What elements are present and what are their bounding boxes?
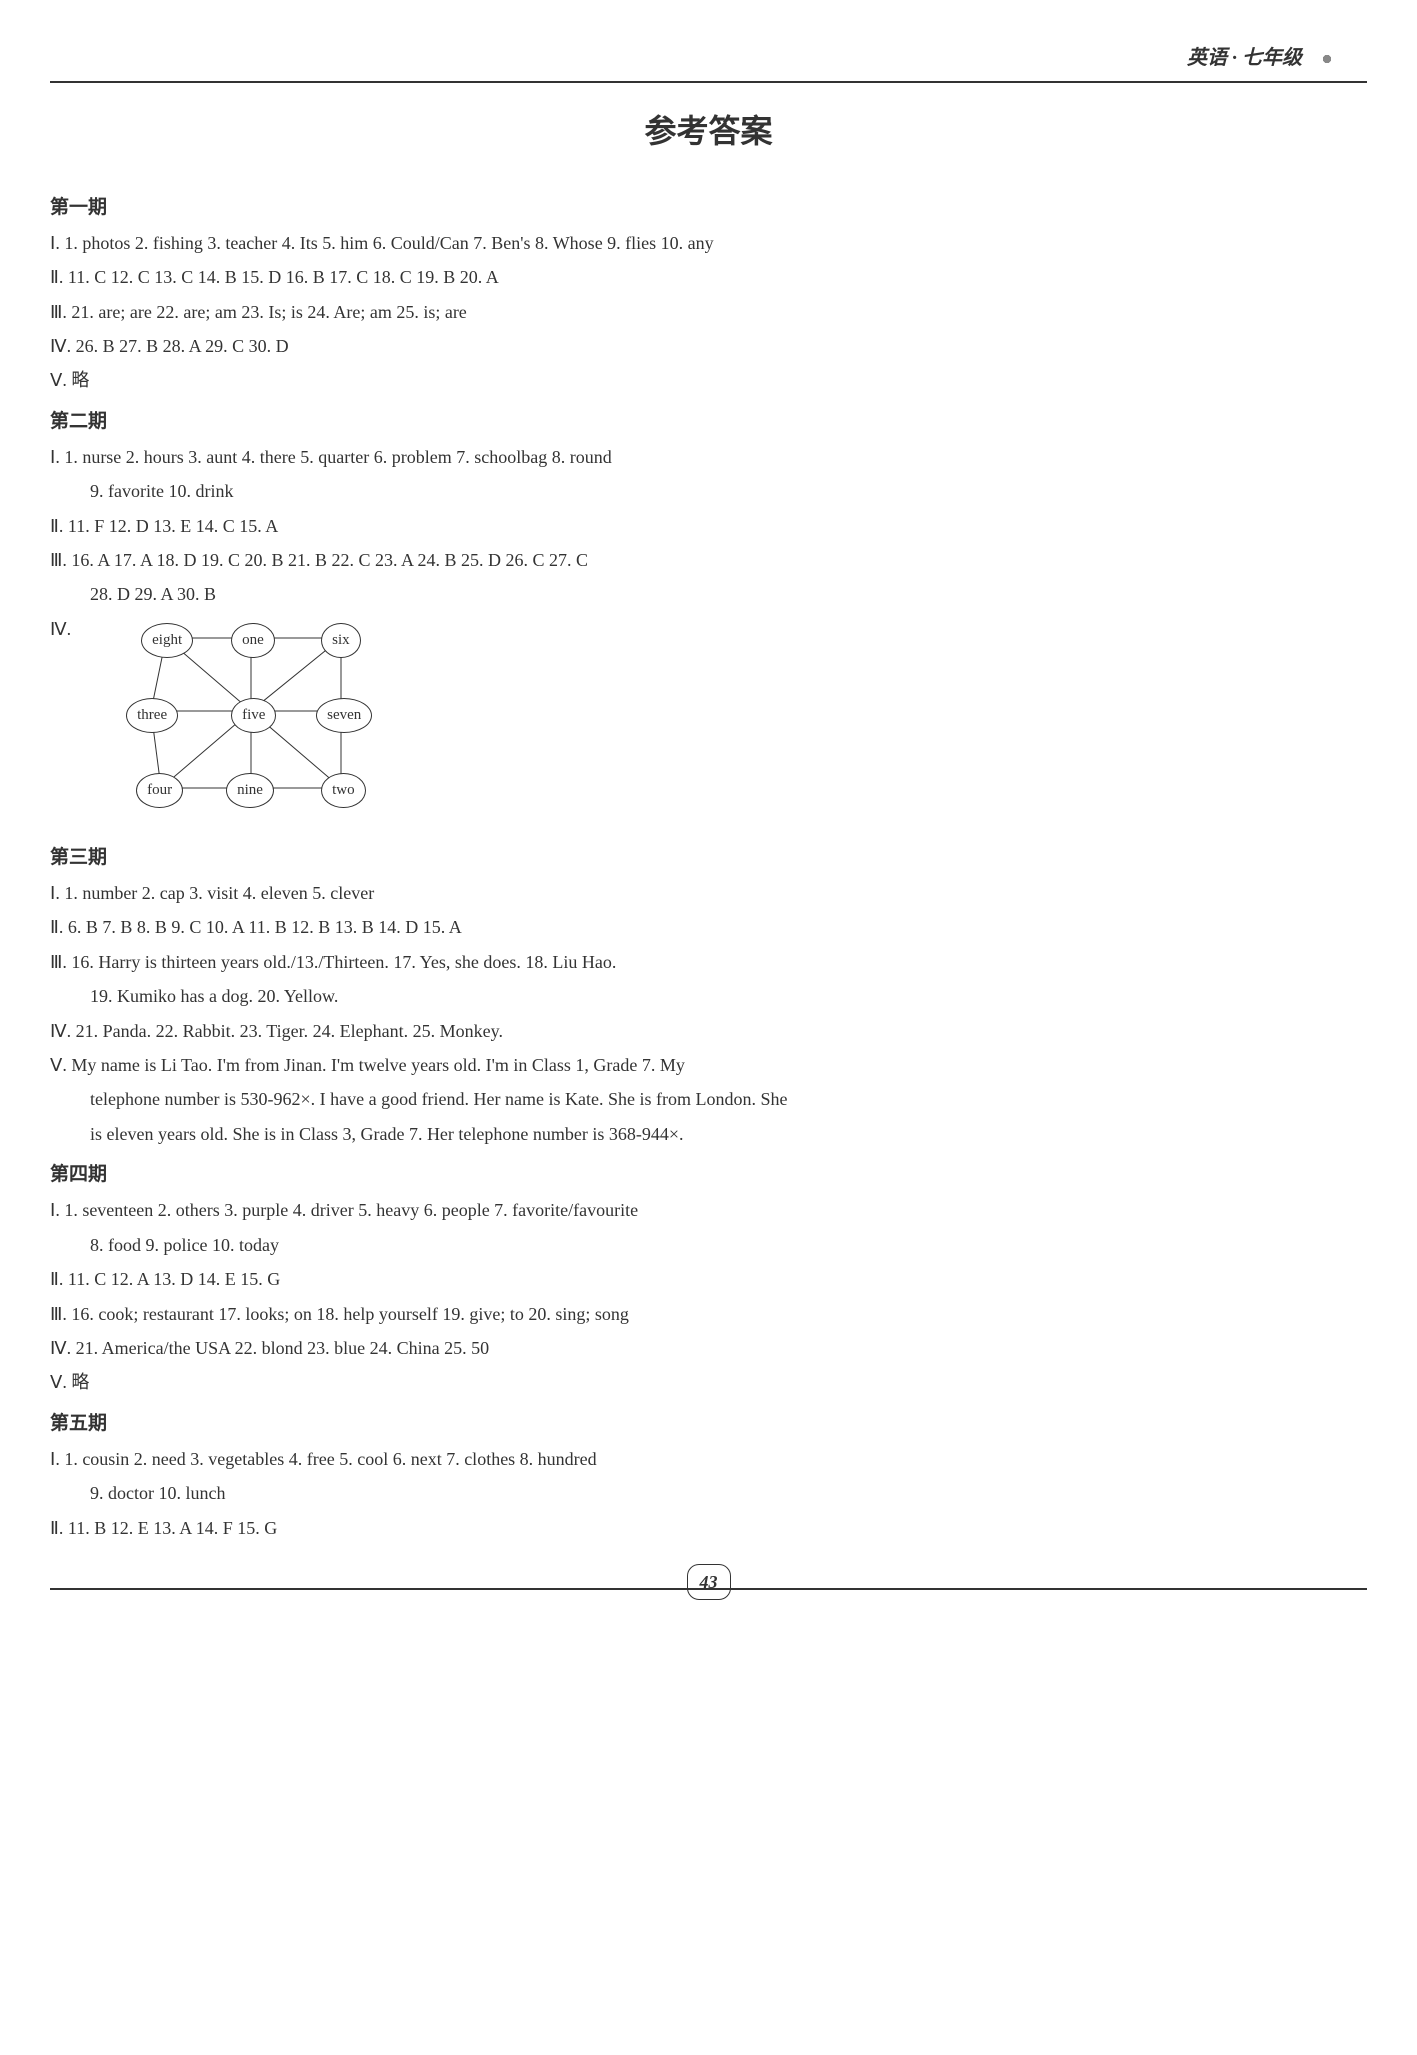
section-label: Ⅱ <box>50 1269 59 1289</box>
diagram-node: four <box>136 773 183 808</box>
answer-text: . 11. C 12. A 13. D 14. E 15. G <box>59 1269 280 1289</box>
answer-text: . My name is Li Tao. I'm from Jinan. I'm… <box>62 1055 685 1075</box>
answer-text: . 1. nurse 2. hours 3. aunt 4. there 5. … <box>55 447 611 467</box>
answer-line: Ⅰ. 1. photos 2. fishing 3. teacher 4. It… <box>50 227 1367 259</box>
answer-line: Ⅰ. 1. number 2. cap 3. visit 4. eleven 5… <box>50 877 1367 909</box>
page-header: 英语 · 七年级 <box>50 40 1367 83</box>
period-title: 第五期 <box>50 1407 1367 1441</box>
answer-text: . 16. A 17. A 18. D 19. C 20. B 21. B 22… <box>62 550 588 570</box>
period-title: 第三期 <box>50 841 1367 875</box>
answer-line: 8. food 9. police 10. today <box>50 1229 1367 1261</box>
answer-line: Ⅲ. 21. are; are 22. are; am 23. Is; is 2… <box>50 296 1367 328</box>
answer-text: 28. D 29. A 30. B <box>90 584 216 604</box>
section-label: Ⅱ <box>50 267 59 287</box>
answer-text: 8. food 9. police 10. today <box>90 1235 279 1255</box>
answer-text: . 11. B 12. E 13. A 14. F 15. G <box>59 1518 277 1538</box>
diagram-node: seven <box>316 698 372 733</box>
section-label: Ⅳ. <box>50 613 71 645</box>
diagram-node: nine <box>226 773 274 808</box>
answer-line: Ⅱ. 6. B 7. B 8. B 9. C 10. A 11. B 12. B… <box>50 911 1367 943</box>
page-footer: 43 <box>50 1564 1367 1590</box>
diagram-node: five <box>231 698 276 733</box>
answer-line: Ⅲ. 16. A 17. A 18. D 19. C 20. B 21. B 2… <box>50 544 1367 576</box>
answer-line: Ⅲ. 16. cook; restaurant 17. looks; on 18… <box>50 1298 1367 1330</box>
section-label: Ⅳ <box>50 1338 67 1358</box>
section-label: Ⅲ <box>50 302 62 322</box>
answer-line: Ⅰ. 1. nurse 2. hours 3. aunt 4. there 5.… <box>50 441 1367 473</box>
answer-line: Ⅱ. 11. C 12. C 13. C 14. B 15. D 16. B 1… <box>50 261 1367 293</box>
answer-text: . 1. number 2. cap 3. visit 4. eleven 5.… <box>55 883 374 903</box>
answer-line: Ⅱ. 11. B 12. E 13. A 14. F 15. G <box>50 1512 1367 1544</box>
answer-text: 9. doctor 10. lunch <box>90 1483 225 1503</box>
answer-text: . 1. seventeen 2. others 3. purple 4. dr… <box>55 1200 638 1220</box>
diagram-node: six <box>321 623 361 658</box>
section-label: Ⅱ <box>50 917 59 937</box>
answer-text: 19. Kumiko has a dog. 20. Yellow. <box>90 986 338 1006</box>
answer-line: 28. D 29. A 30. B <box>50 578 1367 610</box>
page-number: 43 <box>687 1564 731 1600</box>
answer-text: . 略 <box>62 370 89 390</box>
answer-line: Ⅱ. 11. C 12. A 13. D 14. E 15. G <box>50 1263 1367 1295</box>
header-icon <box>1317 49 1337 69</box>
answer-line: is eleven years old. She is in Class 3, … <box>50 1118 1367 1150</box>
answer-line: telephone number is 530-962×. I have a g… <box>50 1083 1367 1115</box>
period-title: 第四期 <box>50 1158 1367 1192</box>
answer-text: telephone number is 530-962×. I have a g… <box>90 1089 787 1109</box>
period-title: 第一期 <box>50 191 1367 225</box>
answer-text: . 16. cook; restaurant 17. looks; on 18.… <box>62 1304 628 1324</box>
main-title: 参考答案 <box>50 103 1367 161</box>
answer-text: . 11. C 12. C 13. C 14. B 15. D 16. B 17… <box>59 267 499 287</box>
diagram-node: one <box>231 623 275 658</box>
answer-text: . 16. Harry is thirteen years old./13./T… <box>62 952 616 972</box>
answer-line: Ⅴ. 略 <box>50 364 1367 396</box>
answer-text: . 11. F 12. D 13. E 14. C 15. A <box>59 516 278 536</box>
answer-line: Ⅲ. 16. Harry is thirteen years old./13./… <box>50 946 1367 978</box>
answer-text: . 略 <box>62 1372 89 1392</box>
answer-text: is eleven years old. She is in Class 3, … <box>90 1124 684 1144</box>
number-diagram: eight one six three five seven four nine two <box>121 623 401 823</box>
answer-line: 9. doctor 10. lunch <box>50 1477 1367 1509</box>
diagram-node: two <box>321 773 366 808</box>
section-label: Ⅴ <box>50 370 62 390</box>
answer-line: 19. Kumiko has a dog. 20. Yellow. <box>50 980 1367 1012</box>
answer-text: . 1. cousin 2. need 3. vegetables 4. fre… <box>55 1449 596 1469</box>
section-label: Ⅳ <box>50 1021 67 1041</box>
section-label: Ⅴ <box>50 1055 62 1075</box>
subject-title: 英语 · 七年级 <box>1187 47 1302 69</box>
period-title: 第二期 <box>50 405 1367 439</box>
section-label: Ⅲ <box>50 550 62 570</box>
answer-text: 9. favorite 10. drink <box>90 481 233 501</box>
answer-line: Ⅰ. 1. seventeen 2. others 3. purple 4. d… <box>50 1194 1367 1226</box>
section-label: Ⅴ <box>50 1372 62 1392</box>
answer-text: . 21. are; are 22. are; am 23. Is; is 24… <box>62 302 466 322</box>
diagram-node: eight <box>141 623 193 658</box>
answer-line: Ⅳ. 21. Panda. 22. Rabbit. 23. Tiger. 24.… <box>50 1015 1367 1047</box>
answer-line: Ⅴ. 略 <box>50 1366 1367 1398</box>
answer-content: 第一期Ⅰ. 1. photos 2. fishing 3. teacher 4.… <box>50 191 1367 1544</box>
section-label: Ⅱ <box>50 1518 59 1538</box>
section-label: Ⅳ <box>50 336 67 356</box>
section-label: Ⅲ <box>50 952 62 972</box>
answer-line: Ⅱ. 11. F 12. D 13. E 14. C 15. A <box>50 510 1367 542</box>
answer-text: . 21. Panda. 22. Rabbit. 23. Tiger. 24. … <box>67 1021 503 1041</box>
answer-line: 9. favorite 10. drink <box>50 475 1367 507</box>
answer-line: Ⅳ. 21. America/the USA 22. blond 23. blu… <box>50 1332 1367 1364</box>
answer-text: . 26. B 27. B 28. A 29. C 30. D <box>67 336 289 356</box>
diagram-node: three <box>126 698 178 733</box>
answer-line: Ⅳ. 26. B 27. B 28. A 29. C 30. D <box>50 330 1367 362</box>
answer-text: . 1. photos 2. fishing 3. teacher 4. Its… <box>55 233 713 253</box>
answer-text: . 21. America/the USA 22. blond 23. blue… <box>67 1338 489 1358</box>
section-label: Ⅲ <box>50 1304 62 1324</box>
section-label: Ⅱ <box>50 516 59 536</box>
answer-line: Ⅰ. 1. cousin 2. need 3. vegetables 4. fr… <box>50 1443 1367 1475</box>
answer-line: Ⅴ. My name is Li Tao. I'm from Jinan. I'… <box>50 1049 1367 1081</box>
answer-text: . 6. B 7. B 8. B 9. C 10. A 11. B 12. B … <box>59 917 462 937</box>
